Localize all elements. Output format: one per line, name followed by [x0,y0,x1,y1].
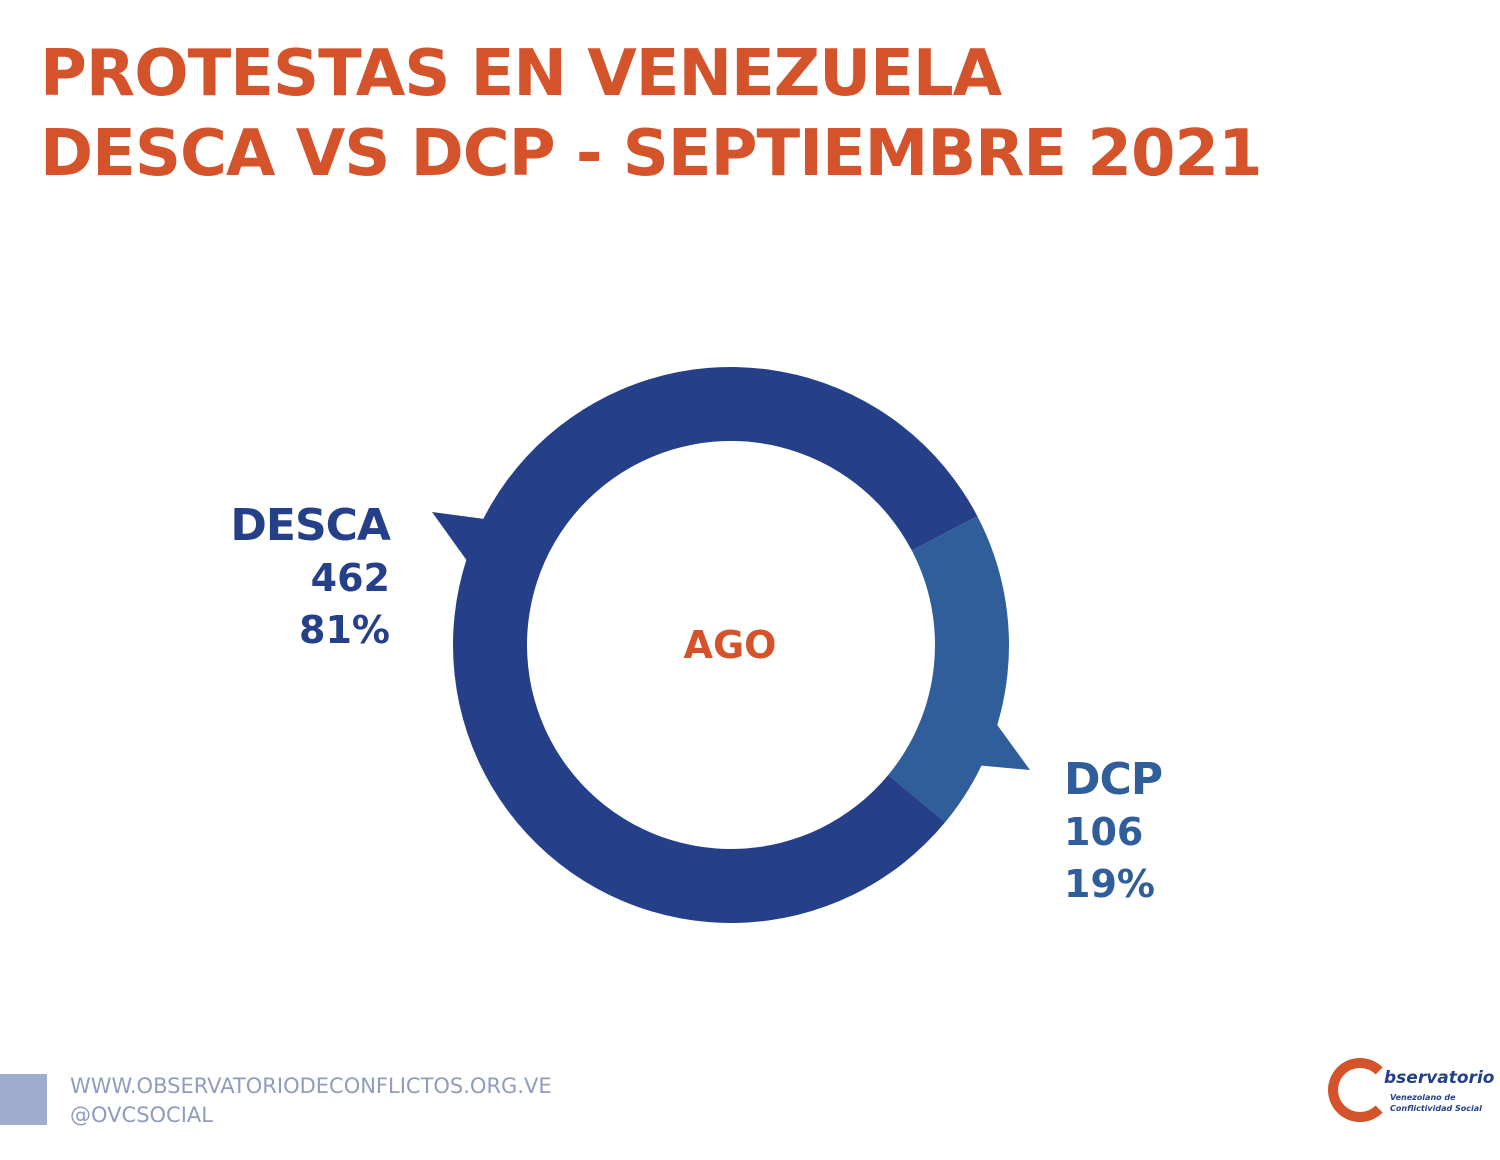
slice-name-dcp: DCP [1064,754,1163,805]
slice-value-dcp: 106 [1064,810,1144,854]
logo-circle-icon [1328,1058,1392,1122]
logo: bservatorio Venezolano de Conflictividad… [1324,1050,1494,1150]
callout-dcp [975,715,1030,770]
footer-handle[interactable]: @OVCSOCIAL [70,1103,213,1127]
title-line-1: PROTESTAS EN VENEZUELA [40,37,1002,111]
footer: WWW.OBSERVATORIODECONFLICTOS.ORG.VE @OVC… [70,1072,552,1130]
footer-url[interactable]: WWW.OBSERVATORIODECONFLICTOS.ORG.VE [70,1074,552,1098]
logo-sub-line-2: Conflictividad Social [1390,1104,1482,1113]
center-label: AGO [683,623,777,667]
data-label-dcp: DCP 106 19% [1064,754,1163,910]
logo-name: bservatorio [1384,1068,1495,1088]
callout-desca [432,512,492,565]
slice-percent-desca: 81% [299,608,390,652]
slice-dcp [888,516,1010,823]
footer-square [0,1074,47,1125]
slice-value-desca: 462 [310,556,390,600]
logo-subtitle: Venezolano de Conflictividad Social [1390,1092,1482,1114]
title-line-2: DESCA VS DCP - SEPTIEMBRE 2021 [40,117,1263,191]
slice-name-desca: DESCA [230,500,391,551]
chart-title: PROTESTAS EN VENEZUELA DESCA VS DCP - SE… [40,34,1263,194]
logo-sub-line-1: Venezolano de [1390,1093,1456,1102]
data-label-desca: DESCA 462 81% [230,500,391,656]
slice-percent-dcp: 19% [1064,862,1155,906]
